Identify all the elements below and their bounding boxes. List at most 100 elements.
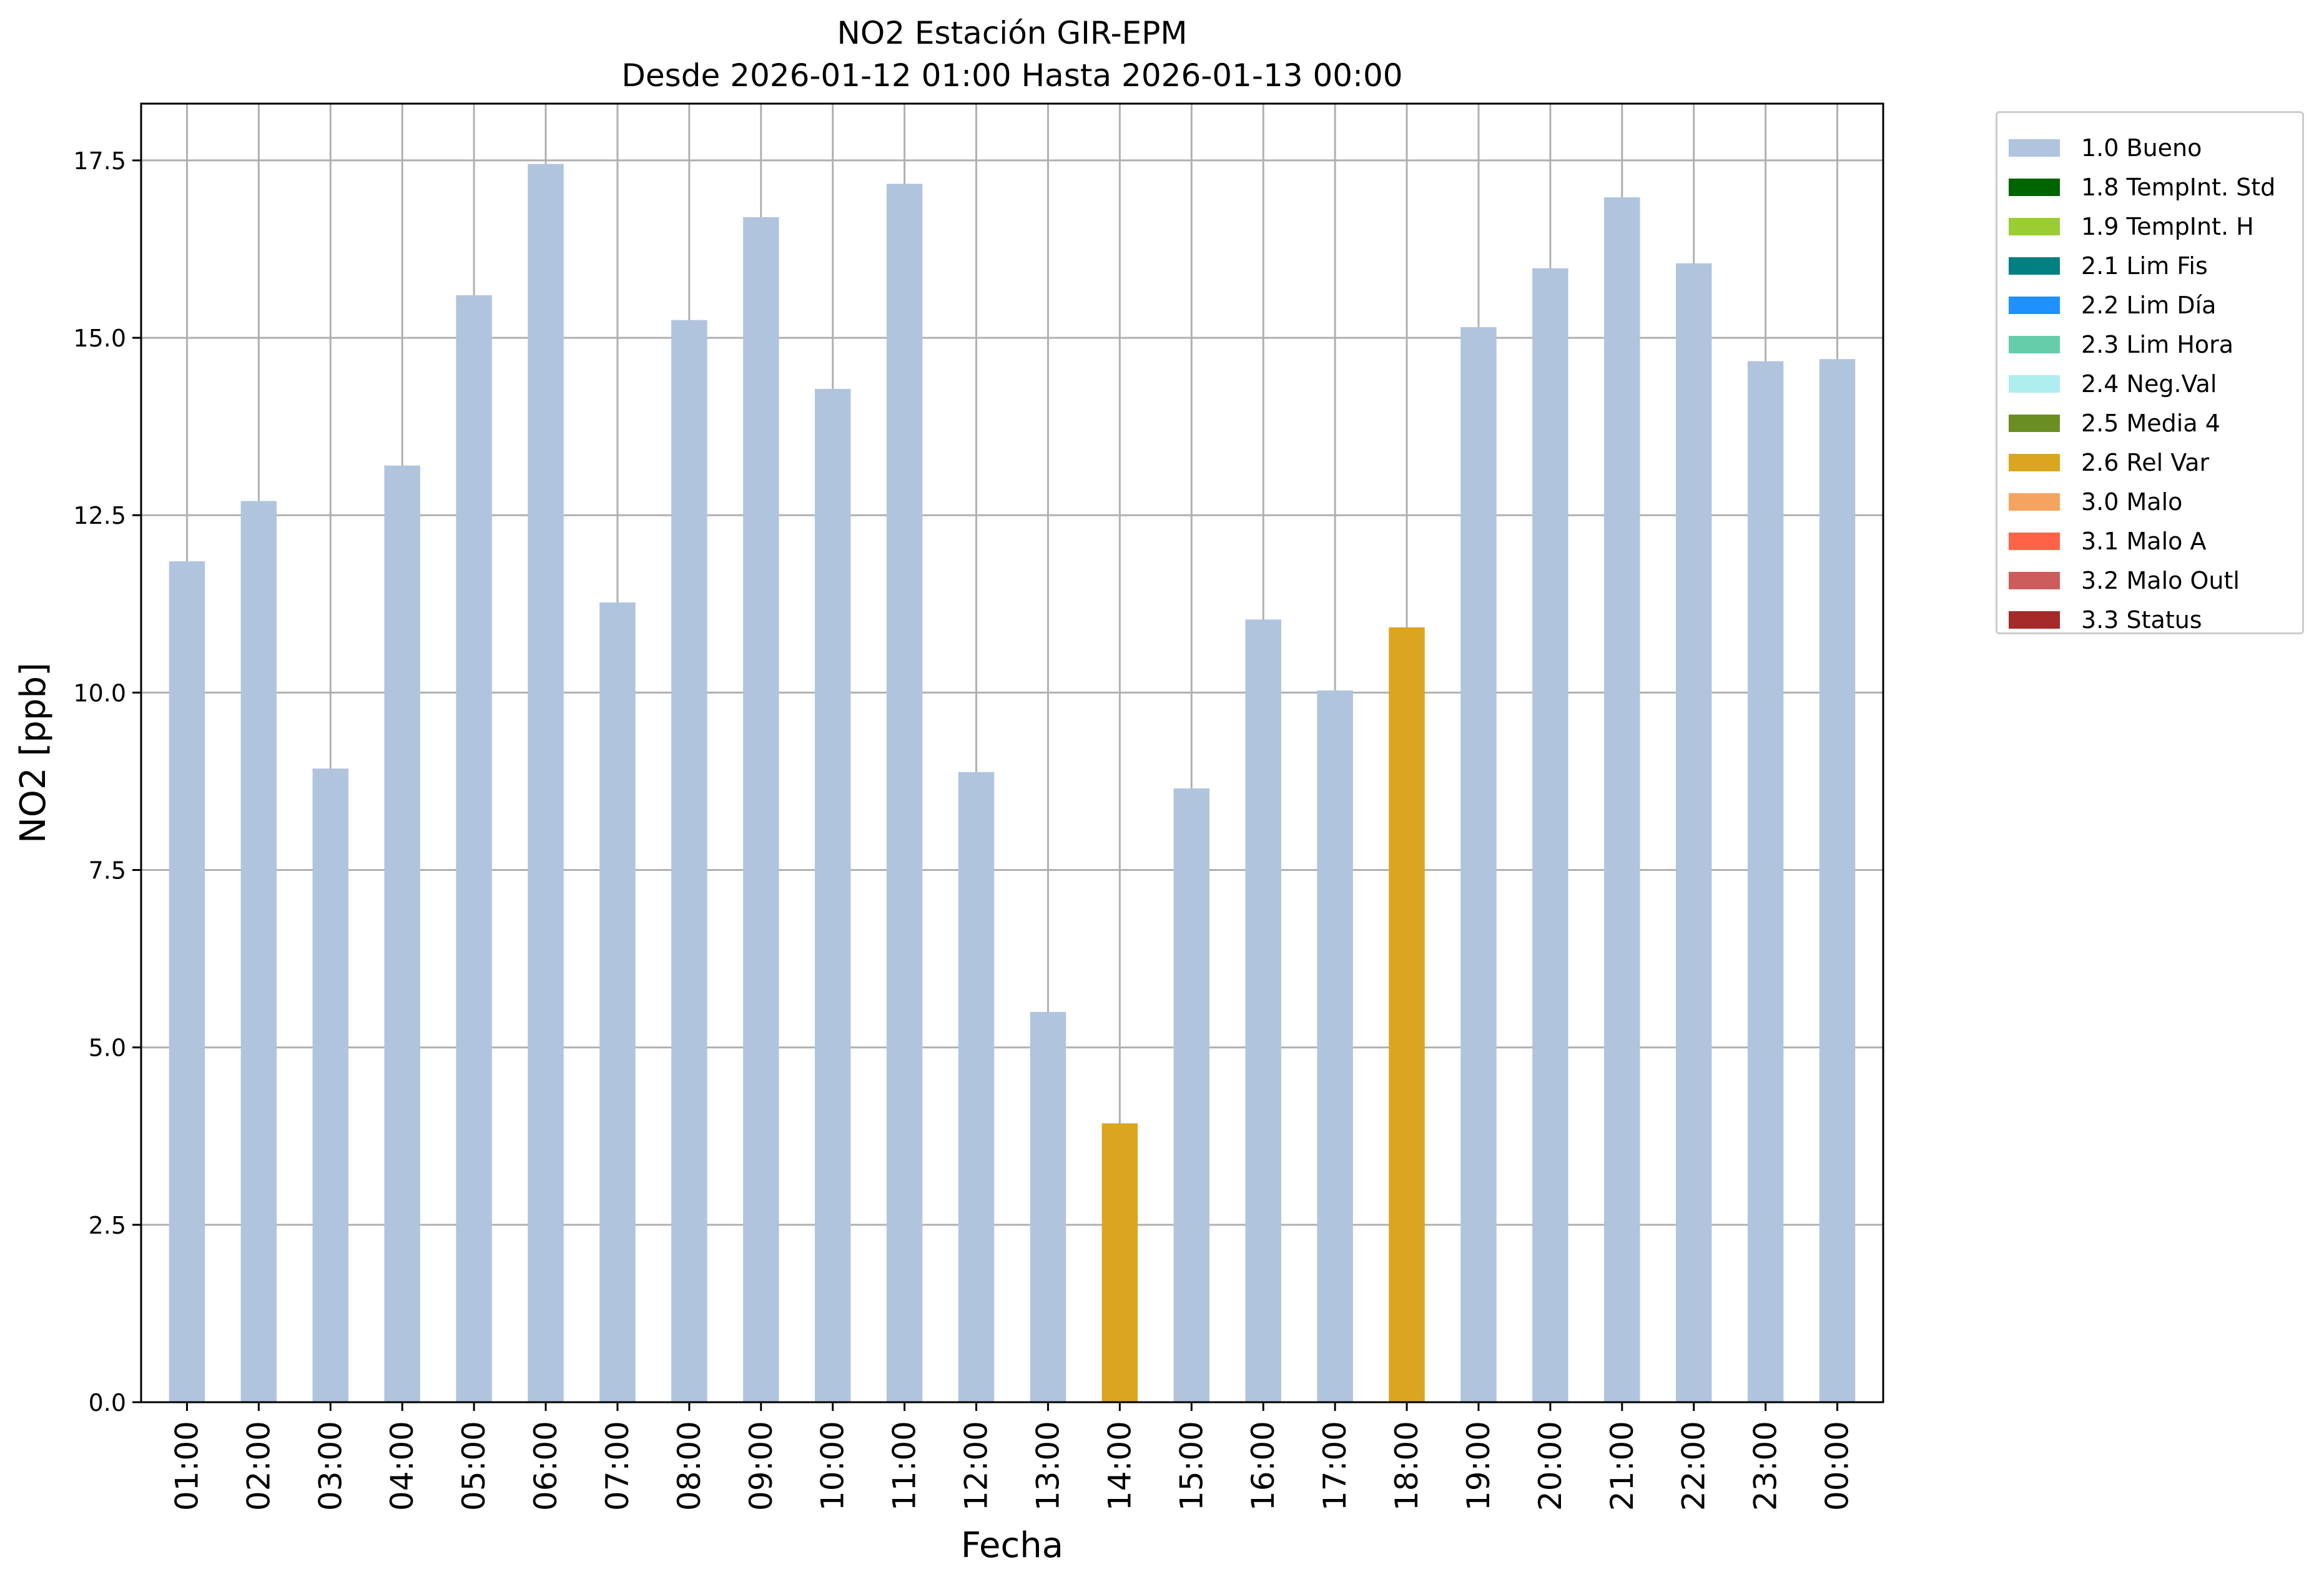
bar-0900 xyxy=(743,217,779,1402)
y-tick-label: 17.5 xyxy=(73,147,126,175)
x-tick-label: 21:00 xyxy=(1604,1421,1640,1511)
legend-item: 2.1 Lim Fis xyxy=(1997,246,2302,285)
x-tick-label: 19:00 xyxy=(1460,1421,1497,1511)
bar-1300 xyxy=(1030,1011,1066,1402)
legend-item: 3.1 Malo A xyxy=(1997,521,2302,561)
legend-item: 2.2 Lim Día xyxy=(1997,285,2302,325)
x-tick-label: 01:00 xyxy=(169,1421,205,1511)
bar-0200 xyxy=(240,501,277,1403)
legend-label: 3.2 Malo Outl xyxy=(2081,566,2240,594)
bar-1500 xyxy=(1173,788,1210,1402)
x-tick-label: 16:00 xyxy=(1245,1421,1281,1511)
bar-0700 xyxy=(599,602,636,1402)
y-axis-label: NO2 [ppb] xyxy=(13,662,54,843)
x-axis-label: Fecha xyxy=(961,1525,1063,1566)
x-tick-label: 06:00 xyxy=(528,1421,564,1511)
legend-label: 2.5 Media 4 xyxy=(2081,409,2220,437)
legend-swatch xyxy=(2009,453,2060,471)
x-tick-label: 10:00 xyxy=(815,1421,851,1511)
y-axis-ticks: 0.0 2.5 5.0 7.5 10.0 12.5 15.0 17.5 xyxy=(73,147,141,1417)
legend-item: 2.6 Rel Var xyxy=(1997,443,2302,482)
legend-swatch xyxy=(2009,375,2060,393)
legend-item: 1.8 TempInt. Std xyxy=(1997,167,2302,207)
y-tick-label: 0.0 xyxy=(89,1389,126,1417)
bar-2300 xyxy=(1747,361,1784,1403)
x-tick-label: 12:00 xyxy=(958,1421,995,1511)
legend-swatch xyxy=(2009,217,2060,235)
legend-label: 2.6 Rel Var xyxy=(2081,448,2210,476)
legend-swatch xyxy=(2009,296,2060,314)
x-tick-label: 08:00 xyxy=(671,1421,707,1511)
bar-0800 xyxy=(671,320,707,1402)
bar-2000 xyxy=(1532,268,1568,1403)
legend-item: 2.4 Neg.Val xyxy=(1997,364,2302,403)
x-tick-label: 07:00 xyxy=(599,1421,636,1511)
y-tick-label: 7.5 xyxy=(89,857,126,885)
legend-swatch xyxy=(2009,493,2060,511)
legend-item: 1.0 Bueno xyxy=(1997,128,2302,167)
legend-item: 3.0 Malo xyxy=(1997,482,2302,521)
legend-item: 3.3 Status xyxy=(1997,600,2302,639)
bar-1600 xyxy=(1245,619,1281,1403)
x-tick-label: 18:00 xyxy=(1389,1421,1425,1511)
bar-0500 xyxy=(456,295,492,1402)
x-tick-label: 00:00 xyxy=(1819,1421,1856,1511)
legend-swatch xyxy=(2009,611,2060,629)
y-tick-label: 15.0 xyxy=(73,325,126,352)
x-tick-label: 11:00 xyxy=(887,1421,923,1511)
legend-label: 2.4 Neg.Val xyxy=(2081,370,2217,398)
plot-frame xyxy=(140,102,1884,1403)
legend-label: 2.2 Lim Día xyxy=(2081,291,2217,319)
x-tick-label: 05:00 xyxy=(456,1421,492,1511)
chart-title: NO2 Estación GIR-EPM xyxy=(837,15,1187,51)
legend-label: 1.0 Bueno xyxy=(2081,134,2202,162)
legend-swatch xyxy=(2009,414,2060,432)
x-tick-label: 15:00 xyxy=(1173,1421,1209,1511)
legend-item: 3.2 Malo Outl xyxy=(1997,561,2302,600)
bar-1900 xyxy=(1460,327,1497,1403)
x-tick-label: 09:00 xyxy=(743,1421,779,1511)
x-tick-label: 04:00 xyxy=(384,1421,420,1511)
legend-label: 2.1 Lim Fis xyxy=(2081,252,2208,280)
bar-1100 xyxy=(886,184,923,1403)
x-tick-label: 14:00 xyxy=(1101,1421,1138,1511)
legend-item: 1.9 TempInt. H xyxy=(1997,207,2302,246)
legend-label: 1.9 TempInt. H xyxy=(2081,212,2254,240)
legend-swatch xyxy=(2009,532,2060,550)
bar-2100 xyxy=(1604,197,1640,1403)
bar-1700 xyxy=(1317,690,1353,1402)
bar-0600 xyxy=(528,164,564,1402)
legend-label: 3.0 Malo xyxy=(2081,488,2183,516)
legend-swatch xyxy=(2009,178,2060,196)
y-tick-label: 10.0 xyxy=(73,679,126,707)
y-tick-label: 12.5 xyxy=(73,502,126,529)
x-tick-label: 22:00 xyxy=(1676,1421,1712,1511)
y-tick-label: 2.5 xyxy=(89,1212,126,1239)
legend-swatch xyxy=(2009,571,2060,589)
bar-2200 xyxy=(1675,263,1712,1403)
legend-label: 3.3 Status xyxy=(2081,606,2202,634)
y-tick-label: 5.0 xyxy=(89,1034,126,1062)
chart-legend: 1.0 Bueno 1.8 TempInt. Std 1.9 TempInt. H 2… xyxy=(1996,111,2304,634)
bar-0300 xyxy=(312,769,349,1402)
x-tick-label: 02:00 xyxy=(240,1421,277,1511)
bar-1200 xyxy=(958,772,995,1402)
bars xyxy=(169,164,1856,1403)
chart-subtitle: Desde 2026-01-12 01:00 Hasta 2026-01-13 … xyxy=(621,57,1402,94)
bar-0400 xyxy=(384,465,420,1402)
x-tick-label: 23:00 xyxy=(1748,1421,1784,1511)
x-tick-label: 17:00 xyxy=(1317,1421,1353,1511)
bar-1000 xyxy=(814,388,851,1403)
legend-item: 2.5 Media 4 xyxy=(1997,403,2302,443)
x-tick-label: 03:00 xyxy=(312,1421,348,1511)
x-tick-label: 13:00 xyxy=(1030,1421,1066,1511)
legend-item: 2.3 Lim Hora xyxy=(1997,325,2302,364)
bar-0000 xyxy=(1819,359,1856,1402)
legend-label: 3.1 Malo A xyxy=(2081,527,2207,555)
bar-1800 xyxy=(1389,627,1425,1402)
x-tick-label: 20:00 xyxy=(1532,1421,1568,1511)
legend-label: 1.8 TempInt. Std xyxy=(2081,173,2276,201)
x-axis-ticks: 01:00 02:00 03:00 04:00 05:00 06:00 07:00 08:00… xyxy=(169,1402,1856,1511)
bar-1400 xyxy=(1101,1123,1138,1402)
